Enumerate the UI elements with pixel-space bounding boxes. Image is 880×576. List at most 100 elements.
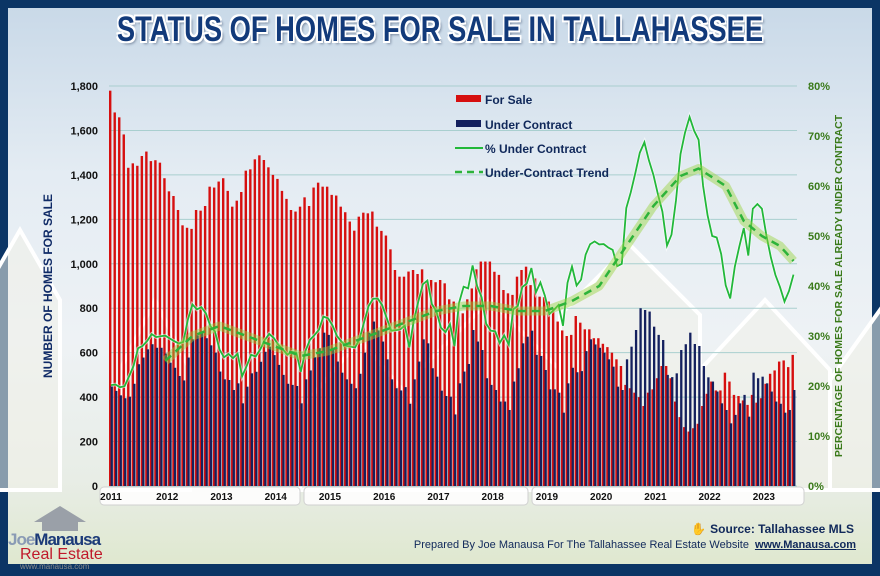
bar-under-contract [196, 335, 199, 486]
bar-for-sale [714, 390, 718, 486]
bar-for-sale [642, 406, 645, 486]
bar-under-contract [241, 403, 244, 486]
chart-title: STATUS OF HOMES FOR SALE IN TALLAHASSEE [116, 10, 764, 49]
bar-under-contract [440, 390, 443, 486]
bar-under-contract [734, 414, 737, 486]
bar-under-contract [625, 359, 629, 486]
bar-for-sale [637, 397, 641, 486]
bar-for-sale [664, 366, 668, 486]
bar-for-sale [289, 210, 293, 486]
bar-for-sale [226, 190, 229, 486]
legend-label-pct: % Under Contract [485, 142, 586, 156]
bar-for-sale [344, 212, 347, 486]
bar-for-sale [217, 181, 220, 487]
lines [110, 111, 797, 390]
bar-for-sale [782, 360, 785, 486]
bar-under-contract [449, 396, 452, 486]
bar-for-sale [325, 186, 329, 486]
bar-under-contract [521, 343, 525, 486]
bar-for-sale [777, 361, 781, 486]
bar-for-sale [737, 396, 740, 486]
website-link[interactable]: www.Manausa.com [754, 539, 856, 551]
bar-for-sale [303, 197, 306, 487]
bar-under-contract [720, 403, 724, 486]
bar-for-sale [244, 170, 247, 486]
bar-under-contract [549, 389, 552, 486]
bar-for-sale [497, 274, 501, 486]
bar-under-contract [702, 366, 706, 486]
bar-under-contract [137, 364, 141, 486]
bars [109, 90, 796, 487]
logo-manausa: Manausa [34, 530, 101, 549]
bar-for-sale [520, 270, 523, 486]
x-tick-label: 2018 [482, 492, 505, 503]
bar-under-contract [526, 336, 529, 486]
bar-under-contract [309, 370, 312, 486]
bar-under-contract [431, 368, 434, 486]
bar-under-contract [594, 344, 597, 486]
bar-under-contract [395, 388, 398, 486]
house-icon [34, 506, 86, 522]
bar-under-contract [657, 334, 660, 486]
bar-under-contract [124, 398, 127, 486]
bar-for-sale [646, 392, 650, 486]
bar-for-sale [402, 276, 406, 486]
source-note: ✋ Source: Tallahassee MLS [691, 522, 854, 536]
bar-under-contract [499, 401, 502, 486]
bar-under-contract [164, 353, 168, 486]
bar-under-contract [707, 377, 710, 486]
bar-under-contract [743, 394, 746, 486]
bar-under-contract [422, 339, 425, 486]
bar-for-sale [755, 402, 758, 486]
legend: For Sale Under Contract % Under Contract… [455, 93, 609, 180]
bar-under-contract [146, 349, 150, 486]
bar-under-contract [612, 366, 615, 486]
bar-for-sale [687, 431, 690, 486]
bar-under-contract [517, 368, 520, 486]
bar-under-contract [408, 403, 412, 486]
bar-under-contract [630, 346, 633, 486]
bar-under-contract [675, 373, 678, 486]
bar-for-sale [457, 308, 460, 486]
bar-for-sale [624, 384, 627, 486]
bar-for-sale [411, 270, 415, 486]
bar-under-contract [775, 401, 778, 486]
bar-under-contract [327, 334, 330, 486]
bar-for-sale [249, 169, 252, 487]
right-tick-label: 60% [808, 181, 830, 193]
bar-under-contract [784, 412, 787, 486]
bar-for-sale [380, 230, 383, 486]
bar-under-contract [142, 357, 145, 486]
bar-under-contract [182, 380, 186, 486]
logo-url: www.manausa.com [20, 562, 90, 571]
bar-under-contract [223, 379, 226, 486]
bar-for-sale [768, 373, 772, 486]
right-axis: 0% 10% 20% 30% 40% 50% 60% 70% 80% [808, 81, 830, 493]
bar-under-contract [286, 383, 290, 486]
bar-for-sale [285, 198, 288, 486]
bar-for-sale [316, 182, 320, 486]
bar-for-sale [764, 383, 767, 486]
bar-under-contract [463, 371, 466, 486]
bar-for-sale [683, 427, 686, 486]
left-tick-label: 800 [80, 303, 98, 315]
bar-under-contract [621, 390, 624, 486]
bar-for-sale [484, 261, 487, 486]
bar-for-sale [407, 271, 410, 486]
bar-under-contract [354, 388, 357, 486]
right-tick-label: 10% [808, 431, 830, 443]
bar-for-sale [339, 206, 342, 486]
bar-for-sale [122, 134, 125, 486]
bar-for-sale [710, 381, 713, 486]
bar-for-sale [610, 352, 614, 486]
bar-for-sale [443, 283, 446, 486]
bar-under-contract [377, 330, 380, 486]
x-tick-label: 2017 [427, 492, 450, 503]
bar-for-sale [705, 393, 709, 486]
bar-for-sale [131, 163, 134, 487]
bar-for-sale [728, 381, 731, 486]
bar-under-contract [576, 372, 579, 486]
bar-under-contract [390, 379, 394, 486]
bar-under-contract [277, 364, 281, 486]
